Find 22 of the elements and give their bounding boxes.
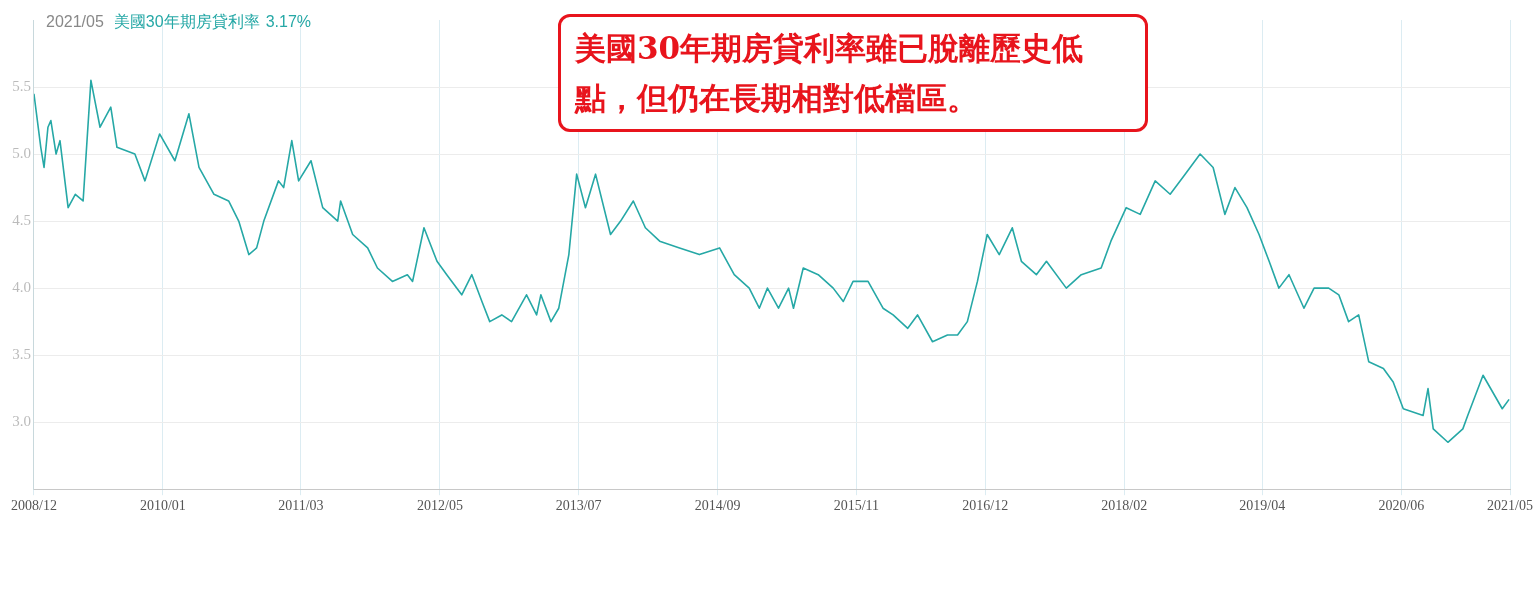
y-tick-label: 3.5	[12, 346, 31, 363]
annotation: 美國30年期房貸利率雖已脫離歷史低點，但仍在長期相對低檔區。	[558, 14, 1148, 132]
x-tick-label: 2020/06	[1378, 498, 1425, 514]
x-tick-label: 2013/07	[555, 498, 602, 514]
x-tick-label: 2016/12	[962, 498, 1009, 514]
x-tick-label: 2015/11	[833, 498, 880, 514]
x-tick-label: 2014/09	[694, 498, 741, 514]
x-tick-label: 2019/04	[1239, 498, 1286, 514]
x-tick-label: 2018/02	[1101, 498, 1148, 514]
chart-title: 2021/05	[46, 13, 104, 30]
y-tick-label: 5.5	[12, 77, 31, 94]
x-tick-label: 2021/05	[1487, 498, 1533, 514]
x-tick-label: 2012/05	[416, 498, 463, 514]
x-tick-label: 2011/03	[278, 498, 324, 514]
y-tick-label: 4.5	[12, 212, 31, 229]
text: 美國30年期房貸利率	[113, 13, 260, 30]
x-tick-label: 2010/01	[139, 498, 186, 514]
annotation: 3.17%	[265, 13, 312, 30]
x-tick-label: 2008/12	[11, 498, 57, 514]
y-tick-label: 3.0	[12, 413, 31, 430]
y-tick-label: 5.0	[12, 144, 31, 161]
y-tick-label: 4.0	[12, 279, 31, 296]
